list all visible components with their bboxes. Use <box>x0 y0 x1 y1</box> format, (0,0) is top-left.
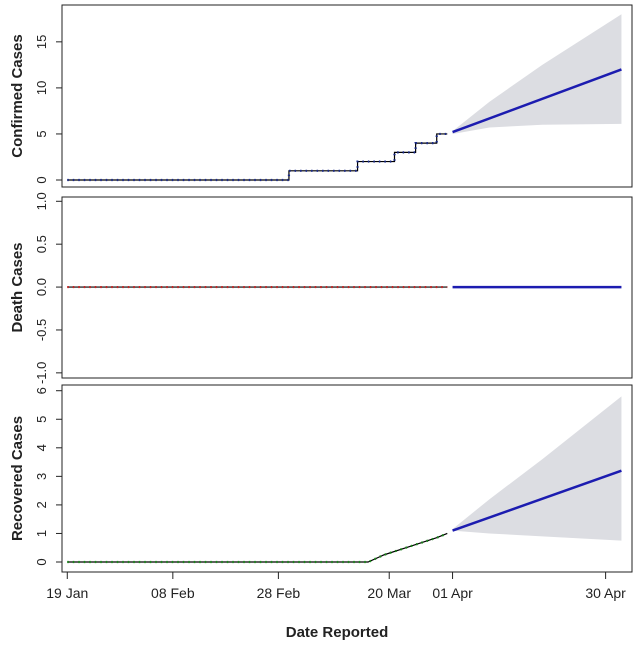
y-tick-label: 15 <box>34 35 49 49</box>
x-tick-label: 01 Apr <box>432 585 473 601</box>
y-tick-label: 2 <box>34 501 49 508</box>
y-tick-label: 6 <box>34 387 49 394</box>
x-axis-label: Date Reported <box>286 624 389 641</box>
x-tick-label: 20 Mar <box>367 585 411 601</box>
y-tick-label: 0 <box>34 558 49 565</box>
y-tick-label: 3 <box>34 473 49 480</box>
line-dots <box>67 132 448 182</box>
y-tick-label: 0 <box>34 176 49 183</box>
y-axis-label: Recovered Cases <box>9 416 26 541</box>
y-tick-label: 4 <box>34 444 49 451</box>
y-tick-label: 5 <box>34 416 49 423</box>
x-tick-label: 30 Apr <box>585 585 626 601</box>
line <box>452 68 622 134</box>
y-tick-label: -0.5 <box>34 319 49 341</box>
y-tick-label: 0.0 <box>34 278 49 296</box>
x-tick-label: 19 Jan <box>46 585 88 601</box>
panel-frame <box>61 384 633 573</box>
line <box>452 469 622 532</box>
y-tick-label: 5 <box>34 130 49 137</box>
y-axis-label: Confirmed Cases <box>9 34 26 157</box>
line <box>67 133 448 181</box>
y-tick-label: 10 <box>34 81 49 95</box>
y-tick-label: -1.0 <box>34 362 49 384</box>
x-tick-label: 08 Feb <box>151 585 195 601</box>
y-tick-label: 0.5 <box>34 235 49 253</box>
y-tick-label: 1.0 <box>34 192 49 210</box>
confidence-band <box>452 396 622 541</box>
confidence-band <box>452 14 622 134</box>
y-axis-label: Death Cases <box>9 242 26 332</box>
y-tick-label: 1 <box>34 530 49 537</box>
line <box>67 532 448 563</box>
panel-frame <box>61 4 633 188</box>
line-dots <box>67 532 448 564</box>
x-tick-label: 28 Feb <box>257 585 301 601</box>
